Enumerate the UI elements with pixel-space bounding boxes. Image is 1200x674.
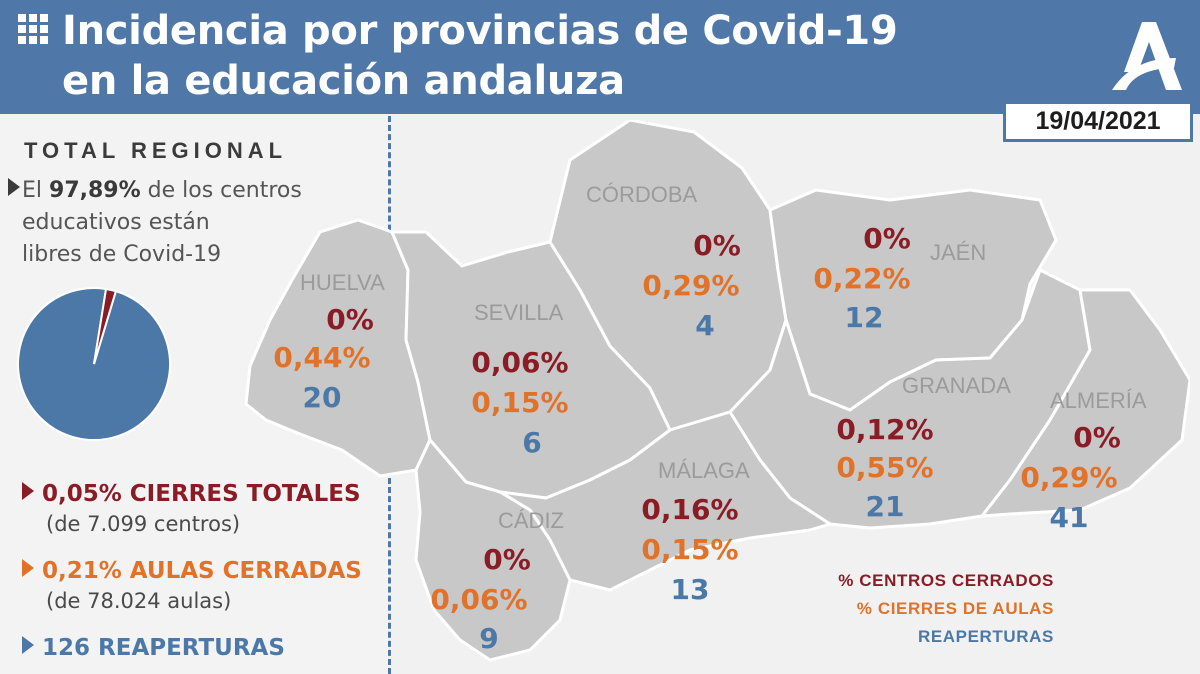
province-name-jaen: JAÉN xyxy=(930,240,987,265)
province-name-sevilla: SEVILLA xyxy=(474,300,564,325)
huelva-closed: 0% xyxy=(326,303,374,336)
summary-intro: El 97,89% de los centros educativos está… xyxy=(8,175,382,271)
sevilla-reopen: 6 xyxy=(522,426,542,459)
huelva-classes: 0,44% xyxy=(273,341,371,374)
legend-closed: % CENTROS CERRADOS xyxy=(838,571,1054,590)
regional-pie-chart xyxy=(17,287,171,441)
closures-sub: (de 7.099 centros) xyxy=(46,512,241,536)
province-name-granada: GRANADA xyxy=(902,373,1011,398)
malaga-reopen: 13 xyxy=(670,573,710,606)
grid-icon xyxy=(18,14,50,46)
sevilla-classes: 0,15% xyxy=(471,386,569,419)
title-line-2: en la educación andaluza xyxy=(62,58,625,104)
almeria-reopen: 41 xyxy=(1049,501,1089,534)
jaen-classes: 0,22% xyxy=(813,262,911,295)
intro-percentage: 97,89% xyxy=(49,178,141,203)
junta-andalucia-logo xyxy=(1112,22,1182,90)
province-name-cadiz: CÁDIZ xyxy=(498,508,564,533)
legend-classes: % CIERRES DE AULAS xyxy=(856,599,1054,618)
pie-slice-1 xyxy=(93,287,118,365)
province-shape-almeria xyxy=(980,288,1190,518)
title-line-1: Incidencia por provincias de Covid-19 xyxy=(62,8,898,54)
reopenings-stat: 126 REAPERTURAS xyxy=(22,634,285,662)
almeria-classes: 0,29% xyxy=(1020,461,1118,494)
huelva-reopen: 20 xyxy=(302,381,342,414)
granada-closed: 0,12% xyxy=(836,413,934,446)
triangle-orange-icon xyxy=(22,559,34,577)
jaen-closed: 0% xyxy=(863,222,911,255)
intro-pre: El xyxy=(22,178,50,203)
jaen-reopen: 12 xyxy=(844,301,884,334)
classes-label: 0,21% AULAS CERRADAS xyxy=(42,558,362,584)
cordoba-classes: 0,29% xyxy=(642,269,740,302)
almeria-closed: 0% xyxy=(1073,421,1121,454)
intro-line-3: libres de Covid-19 xyxy=(22,242,222,267)
cadiz-closed: 0% xyxy=(483,543,531,576)
classes-sub: (de 78.024 aulas) xyxy=(46,589,232,613)
province-shape-cadiz xyxy=(414,438,572,662)
andalucia-map xyxy=(244,120,1190,662)
granada-reopen: 21 xyxy=(865,490,905,523)
summary-heading: TOTAL REGIONAL xyxy=(24,138,288,163)
triangle-blue-icon xyxy=(22,636,34,654)
reopenings-label: 126 REAPERTURAS xyxy=(42,635,285,661)
closures-stat: 0,05% CIERRES TOTALES xyxy=(22,480,361,508)
granada-classes: 0,55% xyxy=(836,451,934,484)
date-label: 19/04/2021 xyxy=(1003,104,1193,142)
legend-reopen: REAPERTURAS xyxy=(917,627,1054,646)
intro-line-2: educativos están xyxy=(22,210,210,235)
cordoba-reopen: 4 xyxy=(695,309,715,342)
sevilla-closed: 0,06% xyxy=(471,346,569,379)
triangle-pointer-icon xyxy=(8,178,20,196)
malaga-classes: 0,15% xyxy=(641,533,739,566)
classes-stat: 0,21% AULAS CERRADAS xyxy=(22,557,362,585)
malaga-closed: 0,16% xyxy=(641,493,739,526)
province-name-cordoba: CÓRDOBA xyxy=(586,182,698,207)
page-title: Incidencia por provincias de Covid-19 en… xyxy=(62,6,898,106)
intro-line-1-rest: de los centros xyxy=(140,178,302,203)
closures-label: 0,05% CIERRES TOTALES xyxy=(42,481,361,507)
province-name-malaga: MÁLAGA xyxy=(658,458,750,483)
province-name-almeria: ALMERÍA xyxy=(1050,388,1147,413)
header-banner: Incidencia por provincias de Covid-19 en… xyxy=(0,0,1200,114)
triangle-red-icon xyxy=(22,482,34,500)
cadiz-reopen: 9 xyxy=(479,622,499,655)
cadiz-classes: 0,06% xyxy=(430,583,528,616)
province-name-huelva: HUELVA xyxy=(300,270,385,295)
cordoba-closed: 0% xyxy=(693,229,741,262)
